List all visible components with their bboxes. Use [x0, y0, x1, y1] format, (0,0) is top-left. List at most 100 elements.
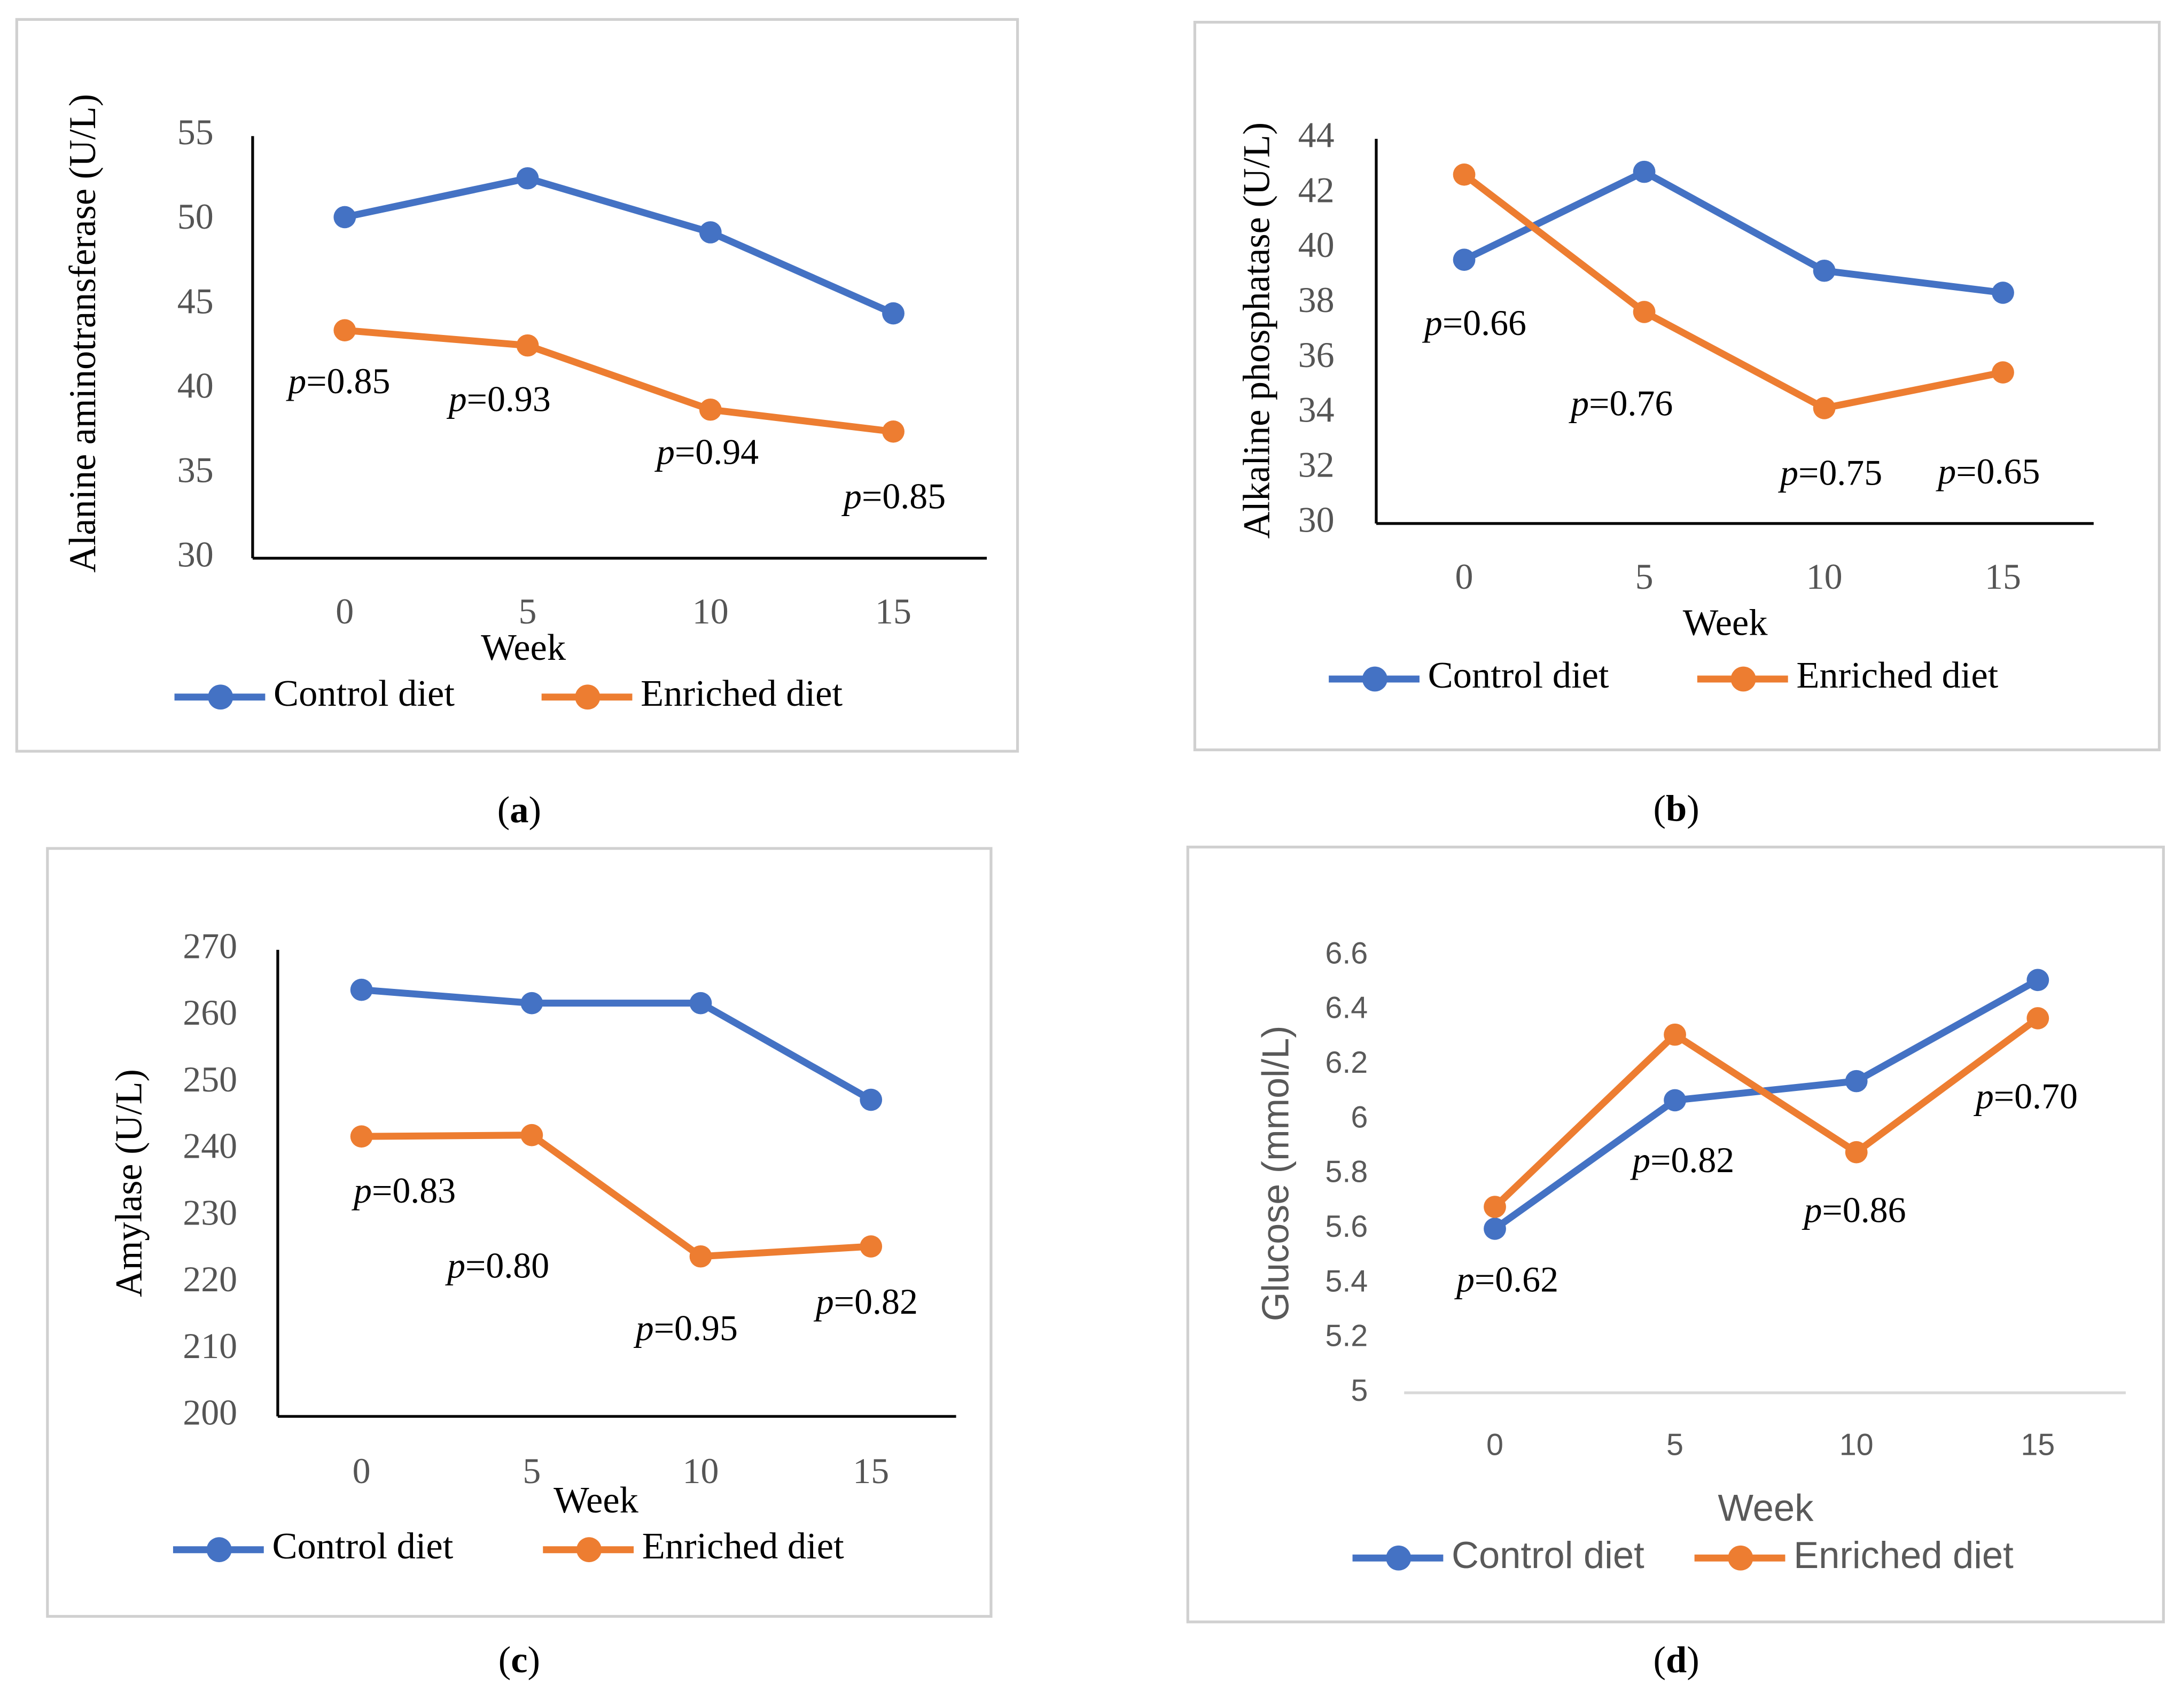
legend-marker	[208, 684, 233, 710]
p-value: p=0.85	[286, 361, 390, 401]
p-value: p=0.65	[1936, 451, 2040, 492]
p-value: p=0.95	[634, 1308, 738, 1348]
p-value: p=0.70	[1974, 1076, 2078, 1116]
p-value: p=0.93	[447, 379, 551, 419]
legend-marker	[1728, 1545, 1753, 1571]
data-point	[882, 420, 905, 443]
p-value: p=0.66	[1422, 302, 1526, 342]
p-value: p=0.62	[1454, 1259, 1558, 1299]
y-tick-label: 230	[183, 1193, 237, 1233]
y-tick-label: 30	[1298, 500, 1335, 540]
x-tick-label: 15	[875, 591, 911, 631]
x-tick-label: 5	[1666, 1428, 1683, 1462]
x-tick-label: 5	[523, 1451, 541, 1491]
x-tick-label: 0	[336, 591, 354, 631]
y-tick-label: 35	[177, 450, 214, 490]
panel-frame	[1193, 20, 2161, 752]
panel-frame	[46, 847, 993, 1618]
y-tick-label: 32	[1298, 445, 1335, 485]
series-line	[1462, 171, 2004, 412]
data-point	[860, 1235, 883, 1258]
y-tick-label: 42	[1298, 170, 1335, 210]
panel: 5 5.2 5.4 5.6 5.8 6 6.2 6.4 6.6 0 5 10 15 Week Glucose…	[1186, 845, 2165, 1624]
data-point	[2026, 969, 2049, 992]
legend-label: Control diet	[1428, 654, 1609, 696]
y-tick-label: 240	[183, 1126, 237, 1166]
y-tick-label: 5.6	[1325, 1210, 1368, 1244]
legend-marker	[575, 684, 601, 710]
y-axis-title: Alkaline phosphatase (U/L)	[1236, 122, 1277, 539]
data-point	[1484, 1218, 1506, 1240]
data-point	[860, 1088, 883, 1111]
legend-label: Enriched diet	[1794, 1534, 2014, 1576]
data-point	[1992, 361, 2014, 384]
y-tick-label: 250	[183, 1059, 237, 1099]
y-tick-label: 5	[1351, 1374, 1368, 1408]
data-point	[1813, 259, 1836, 282]
x-tick-label: 0	[353, 1451, 371, 1491]
x-axis-title: Week	[1683, 602, 1768, 643]
panel-label: (d)	[1654, 1639, 1699, 1681]
y-tick-label: 210	[183, 1326, 237, 1366]
x-tick-label: 10	[1839, 1428, 1874, 1462]
data-point	[520, 992, 543, 1015]
y-tick-label: 200	[183, 1393, 237, 1433]
x-tick-label: 10	[692, 591, 729, 631]
data-point	[520, 1124, 543, 1147]
y-tick-label: 30	[177, 535, 214, 575]
p-value: p=0.82	[814, 1282, 918, 1322]
y-tick-label: 40	[1298, 225, 1335, 265]
data-point	[1633, 160, 1656, 183]
data-point	[1664, 1023, 1686, 1046]
y-axis-title: Alanine aminotransferase (U/L)	[62, 94, 104, 573]
x-axis-title: Week	[1718, 1487, 1814, 1529]
x-tick-label: 0	[1455, 557, 1473, 597]
data-point	[1813, 397, 1836, 419]
y-tick-label: 6.2	[1325, 1046, 1368, 1080]
data-point	[1845, 1070, 1868, 1093]
x-tick-label: 15	[853, 1451, 889, 1491]
data-point	[699, 398, 722, 421]
x-tick-label: 15	[2021, 1428, 2055, 1462]
data-point	[1992, 282, 2014, 304]
y-tick-label: 50	[177, 197, 214, 237]
y-tick-label: 44	[1298, 115, 1335, 155]
y-tick-label: 6.6	[1325, 936, 1368, 970]
data-point	[1453, 163, 1476, 186]
y-tick-label: 34	[1298, 390, 1335, 430]
panel: 200 210 220 230 240 250 260 270 0 5 10 15 Week Amylas…	[46, 847, 993, 1618]
data-point	[516, 334, 539, 357]
data-point	[1664, 1089, 1686, 1112]
series-line	[344, 175, 895, 317]
y-tick-label: 5.4	[1325, 1265, 1368, 1299]
x-tick-label: 15	[1985, 557, 2021, 597]
y-tick-label: 260	[183, 993, 237, 1033]
y-tick-label: 270	[183, 926, 237, 966]
y-tick-label: 6.4	[1325, 991, 1368, 1025]
data-point	[350, 1125, 373, 1148]
data-point	[1845, 1141, 1868, 1164]
data-point	[350, 978, 373, 1001]
legend-label: Control diet	[1452, 1534, 1644, 1576]
legend-label: Control diet	[272, 1525, 453, 1567]
data-point	[2026, 1007, 2049, 1030]
p-value: p=0.82	[1630, 1140, 1734, 1180]
legend-label: Control diet	[274, 673, 455, 714]
panel: 30 32 34 36 38 40 42 44 0 5 10 15 Week Alkaline phosp…	[1193, 20, 2161, 752]
p-value: p=0.75	[1778, 453, 1882, 493]
legend-label: Enriched diet	[642, 1525, 844, 1567]
data-point	[699, 221, 722, 244]
x-axis-title: Week	[553, 1479, 639, 1521]
data-point	[1453, 248, 1476, 271]
panel: 30 35 40 45 50 55 0 5 10 15 Week Alanine aminotrans…	[15, 18, 1019, 753]
legend-label: Enriched diet	[641, 673, 843, 714]
legend-marker	[1730, 666, 1756, 692]
legend-marker	[576, 1537, 602, 1563]
y-tick-label: 40	[177, 365, 214, 405]
p-value: p=0.83	[352, 1171, 456, 1211]
legend-marker	[1362, 666, 1387, 692]
x-tick-label: 10	[683, 1451, 719, 1491]
y-tick-label: 55	[177, 112, 214, 152]
data-point	[1633, 301, 1656, 323]
